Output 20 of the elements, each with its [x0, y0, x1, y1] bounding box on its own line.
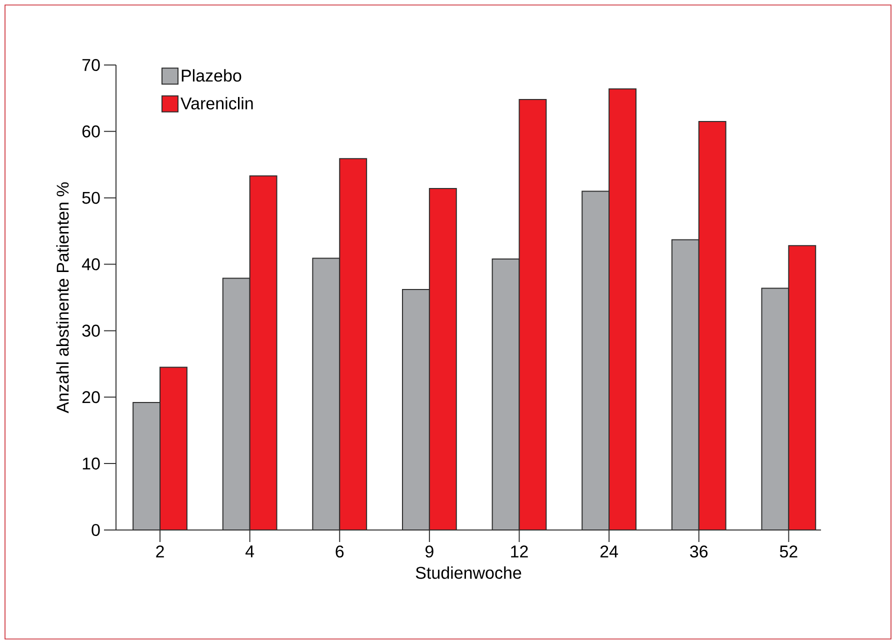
x-tick-label: 9 — [426, 546, 434, 558]
y-tick-label: 70 — [82, 58, 100, 72]
y-tick-label: 50 — [82, 192, 100, 204]
x-tick-label: 52 — [780, 546, 798, 558]
y-tick-label: 40 — [82, 258, 100, 270]
x-tick-label: 36 — [690, 546, 708, 558]
x-tick-label: 6 — [336, 546, 344, 558]
x-tick-label: 4 — [245, 545, 254, 558]
x-tick-label: 2 — [156, 546, 164, 558]
x-tick-label: 24 — [600, 546, 618, 558]
x-tick-label: 12 — [511, 546, 528, 558]
y-tick-label: 10 — [82, 458, 100, 470]
legend-label: Plazebo — [182, 69, 242, 82]
y-tick-label: 0 — [92, 524, 100, 536]
y-tick-label: 60 — [82, 125, 100, 138]
y-tick-label: 20 — [82, 391, 100, 404]
y-axis-title: Anzahl abstinente Patienten % — [56, 182, 69, 414]
y-tick-label: 30 — [82, 324, 100, 337]
legend-label: Vareniclin — [180, 96, 253, 110]
x-axis-title: Studienwoche — [416, 566, 522, 579]
